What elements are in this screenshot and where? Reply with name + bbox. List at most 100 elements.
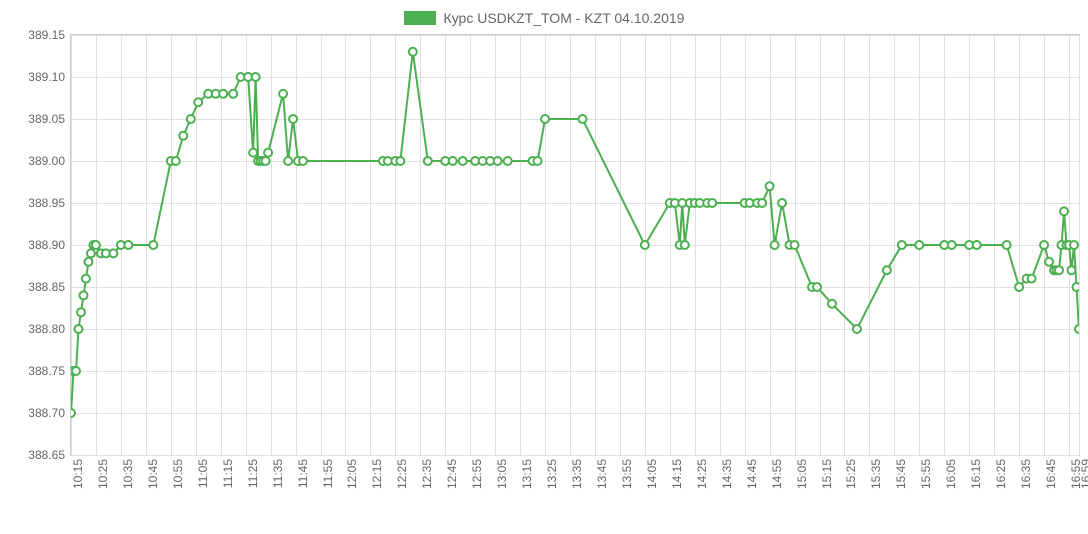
- data-point[interactable]: [883, 266, 891, 274]
- chart-legend: Курс USDKZT_TOM - KZT 04.10.2019: [10, 10, 1078, 26]
- data-point[interactable]: [1060, 207, 1068, 215]
- data-point[interactable]: [229, 90, 237, 98]
- data-point[interactable]: [77, 308, 85, 316]
- series-line: [71, 52, 1079, 413]
- y-axis-label: 389.00: [28, 154, 65, 168]
- data-point[interactable]: [973, 241, 981, 249]
- data-point[interactable]: [84, 258, 92, 266]
- y-axis-label: 389.15: [28, 28, 65, 42]
- data-point[interactable]: [179, 132, 187, 140]
- data-point[interactable]: [71, 409, 75, 417]
- data-point[interactable]: [708, 199, 716, 207]
- data-point[interactable]: [87, 249, 95, 257]
- data-point[interactable]: [219, 90, 227, 98]
- data-point[interactable]: [681, 241, 689, 249]
- x-axis-label: 10:55: [171, 459, 185, 489]
- data-point[interactable]: [299, 157, 307, 165]
- data-point[interactable]: [149, 241, 157, 249]
- data-point[interactable]: [578, 115, 586, 123]
- data-point[interactable]: [124, 241, 132, 249]
- data-point[interactable]: [79, 291, 87, 299]
- x-axis-label: 11:35: [271, 459, 285, 488]
- data-point[interactable]: [1075, 325, 1079, 333]
- data-point[interactable]: [853, 325, 861, 333]
- data-point[interactable]: [92, 241, 100, 249]
- x-axis-label: 15:35: [869, 459, 883, 489]
- data-point[interactable]: [1003, 241, 1011, 249]
- data-point[interactable]: [1055, 266, 1063, 274]
- data-point[interactable]: [409, 48, 417, 56]
- data-point[interactable]: [82, 275, 90, 283]
- grid-line-h: [71, 455, 1079, 456]
- x-axis-label: 11:55: [321, 459, 335, 488]
- x-axis-label: 12:05: [345, 459, 359, 489]
- grid-line-v: [1079, 35, 1080, 455]
- data-point[interactable]: [791, 241, 799, 249]
- data-point[interactable]: [778, 199, 786, 207]
- data-point[interactable]: [172, 157, 180, 165]
- x-axis-label: 10:45: [146, 459, 160, 489]
- data-point[interactable]: [284, 157, 292, 165]
- data-point[interactable]: [1015, 283, 1023, 291]
- data-point[interactable]: [898, 241, 906, 249]
- data-point[interactable]: [424, 157, 432, 165]
- data-point[interactable]: [396, 157, 404, 165]
- data-point[interactable]: [948, 241, 956, 249]
- x-axis-label: 11:25: [246, 459, 260, 488]
- x-axis-label: 11:15: [221, 459, 235, 488]
- data-point[interactable]: [1028, 275, 1036, 283]
- data-point[interactable]: [1068, 266, 1076, 274]
- data-point[interactable]: [289, 115, 297, 123]
- x-axis-label: 16:45: [1044, 459, 1058, 489]
- data-point[interactable]: [249, 149, 257, 157]
- data-point[interactable]: [74, 325, 82, 333]
- data-point[interactable]: [813, 283, 821, 291]
- x-axis-label: 13:45: [595, 459, 609, 489]
- x-axis-label: 10:15: [71, 459, 85, 489]
- data-point[interactable]: [1045, 258, 1053, 266]
- data-point[interactable]: [1040, 241, 1048, 249]
- data-point[interactable]: [1070, 241, 1078, 249]
- data-point[interactable]: [194, 98, 202, 106]
- x-axis-label: 10:35: [121, 459, 135, 489]
- data-point[interactable]: [187, 115, 195, 123]
- x-axis-label: 14:05: [645, 459, 659, 489]
- data-point[interactable]: [494, 157, 502, 165]
- y-axis-label: 388.95: [28, 196, 65, 210]
- data-point[interactable]: [252, 73, 260, 81]
- data-point[interactable]: [915, 241, 923, 249]
- data-point[interactable]: [771, 241, 779, 249]
- data-point[interactable]: [1073, 283, 1079, 291]
- data-point[interactable]: [449, 157, 457, 165]
- y-axis-label: 388.65: [28, 448, 65, 462]
- x-axis-label: 15:25: [844, 459, 858, 489]
- data-point[interactable]: [766, 182, 774, 190]
- data-point[interactable]: [279, 90, 287, 98]
- x-axis-label: 16:15: [969, 459, 983, 489]
- data-point[interactable]: [72, 367, 80, 375]
- data-point[interactable]: [828, 300, 836, 308]
- data-point[interactable]: [641, 241, 649, 249]
- y-axis-label: 388.70: [28, 406, 65, 420]
- data-point[interactable]: [541, 115, 549, 123]
- data-point[interactable]: [262, 157, 270, 165]
- x-axis-label: 16:35: [1019, 459, 1033, 489]
- x-axis-label: 12:15: [370, 459, 384, 489]
- data-point[interactable]: [264, 149, 272, 157]
- data-point[interactable]: [758, 199, 766, 207]
- data-point[interactable]: [534, 157, 542, 165]
- data-point[interactable]: [109, 249, 117, 257]
- x-axis-label: 10:25: [96, 459, 110, 489]
- x-axis-label: 12:55: [470, 459, 484, 489]
- data-point[interactable]: [504, 157, 512, 165]
- plot-area: 388.65388.70388.75388.80388.85388.90388.…: [70, 34, 1080, 456]
- data-point[interactable]: [459, 157, 467, 165]
- x-axis-label: 15:45: [894, 459, 908, 489]
- chart-svg: [71, 35, 1079, 455]
- x-axis-label: 11:45: [296, 459, 310, 488]
- y-axis-label: 389.10: [28, 70, 65, 84]
- x-axis-label: 14:45: [745, 459, 759, 489]
- x-axis-label: 14:25: [695, 459, 709, 489]
- x-axis-label: 14:55: [770, 459, 784, 489]
- x-axis-label: 15:55: [919, 459, 933, 489]
